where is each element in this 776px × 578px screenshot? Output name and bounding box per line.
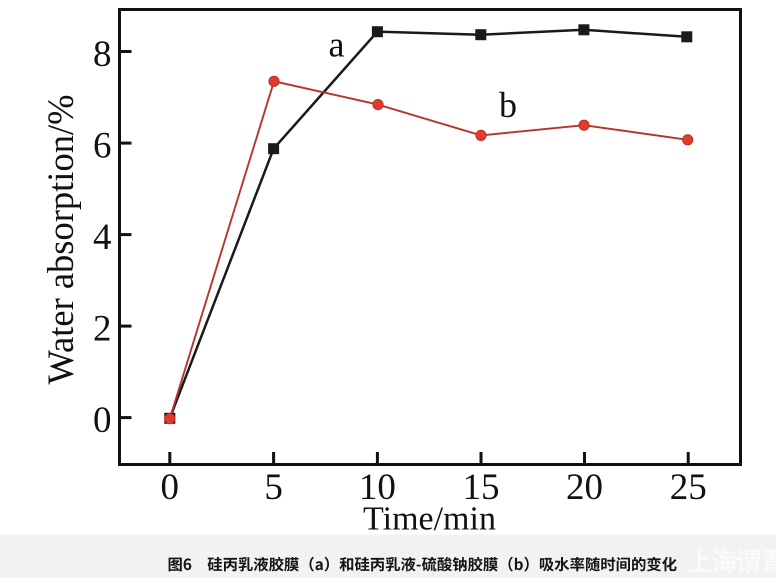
svg-text:25: 25: [670, 467, 707, 508]
svg-text:5: 5: [264, 467, 283, 508]
svg-text:8: 8: [93, 34, 112, 75]
svg-text:20: 20: [566, 467, 603, 508]
svg-text:15: 15: [463, 467, 500, 508]
svg-text:2: 2: [93, 309, 112, 350]
svg-text:4: 4: [93, 217, 112, 258]
svg-text:Water absorption/%: Water absorption/%: [40, 95, 81, 385]
svg-text:b: b: [499, 85, 517, 125]
svg-text:a: a: [329, 25, 345, 65]
svg-text:Time/min: Time/min: [363, 501, 496, 538]
svg-text:0: 0: [93, 400, 112, 441]
svg-text:6: 6: [93, 126, 112, 167]
svg-text:0: 0: [161, 467, 180, 508]
svg-text:10: 10: [359, 467, 396, 508]
